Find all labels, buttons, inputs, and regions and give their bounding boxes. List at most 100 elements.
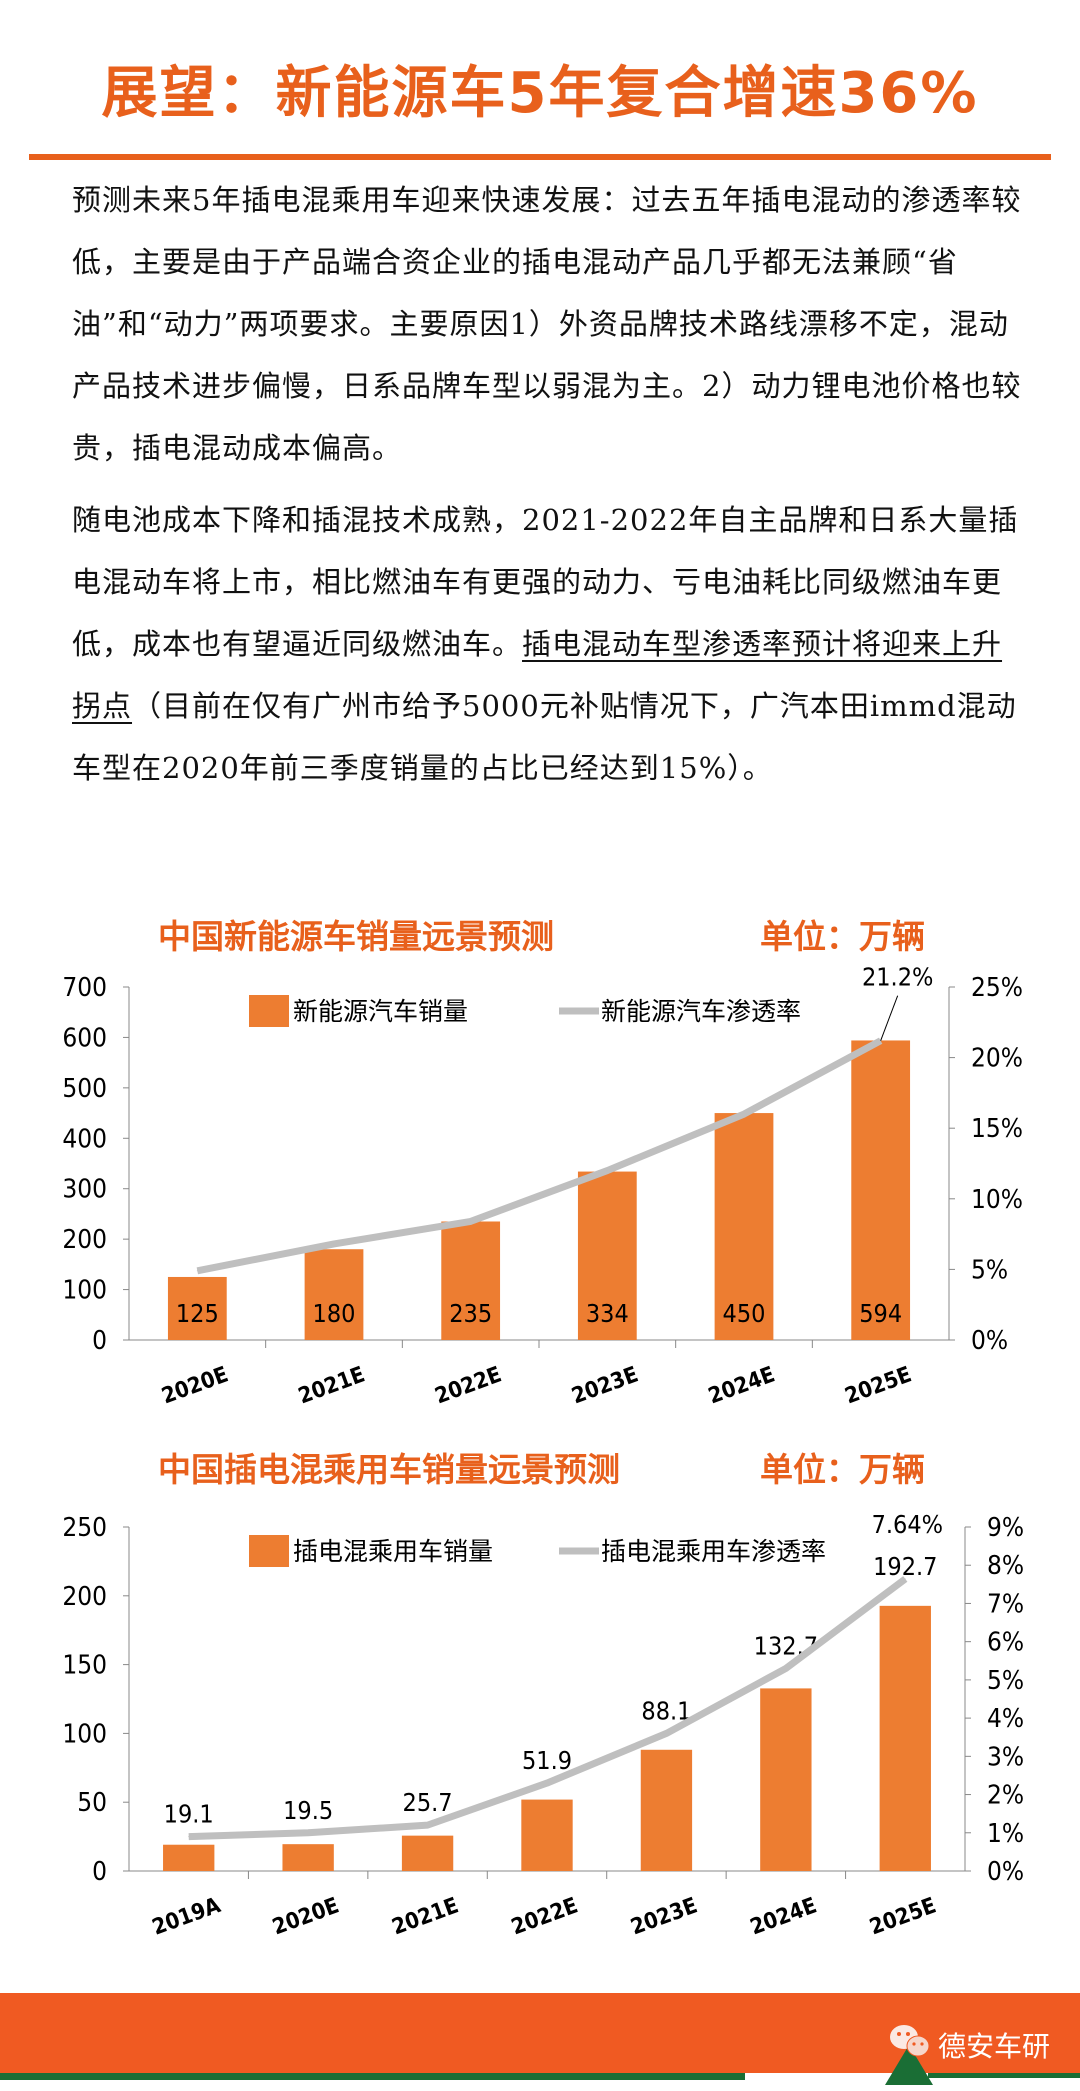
footer-stripe-right: [928, 2073, 1080, 2078]
y2-tick-label: 25%: [971, 973, 1023, 1003]
bar-value-label: 192.7: [873, 1552, 937, 1581]
y-tick-label: 600: [62, 1023, 107, 1053]
paragraph-2-text-b: （目前在仅有广州市给予5000元补贴情况下，广汽本田immd混动车型在2020年…: [72, 689, 1017, 785]
paragraph-2: 随电池成本下降和插混技术成熟，2021-2022年自主品牌和日系大量插电混动车将…: [72, 489, 1022, 799]
legend-line-label: 新能源汽车渗透率: [601, 997, 801, 1026]
penetration-line: [196, 1037, 883, 1275]
y2-tick-label: 15%: [971, 1114, 1023, 1144]
paragraph-1: 预测未来5年插电混乘用车迎来快速发展：过去五年插电混动的渗透率较低，主要是由于产…: [72, 183, 1022, 465]
bar: [441, 1221, 501, 1340]
bar-value-label: 180: [313, 1299, 356, 1328]
y-tick-label: 100: [62, 1276, 107, 1306]
line-point: [785, 1667, 787, 1669]
page-title: 展望：新能源车5年复合增速36%: [101, 61, 979, 126]
y-tick-label: 200: [62, 1225, 107, 1255]
bar: [879, 1605, 931, 1871]
y2-tick-label: 7%: [987, 1589, 1024, 1619]
y2-tick-label: 0%: [987, 1857, 1024, 1887]
phev-sales-chart: 0 50 100 150 200 250 0% 1% 2% 3% 4% 5% 6% 7% 8% 9% 2019A…: [62, 1510, 1024, 1941]
bar: [282, 1844, 334, 1871]
x-tick-label: 2023E: [628, 1893, 701, 1940]
ev-sales-chart: 0 100 200 300 400 500 600 700 0% 5% 10% 15% 20% 25% 20…: [62, 963, 1023, 1410]
bar-value-label: 19.5: [283, 1796, 333, 1825]
bar-value-label: 19.1: [164, 1800, 214, 1829]
y-tick-label: 300: [62, 1175, 107, 1205]
bar-value-label: 235: [449, 1299, 492, 1328]
y2-tick-label: 20%: [971, 1044, 1023, 1074]
y2-tick-label: 0%: [971, 1326, 1008, 1356]
line-point: [665, 1732, 667, 1734]
bar-value-label: 132.7: [754, 1631, 818, 1660]
y-tick-label: 700: [62, 973, 107, 1003]
x-tick-label: 2025E: [867, 1893, 940, 1940]
x-tick-label: 2022E: [508, 1893, 581, 1940]
line-point: [546, 1782, 548, 1784]
bar-value-label: 450: [723, 1299, 766, 1328]
bar-value-label: 594: [859, 1299, 902, 1328]
x-tick-label: 2021E: [295, 1362, 368, 1409]
y-tick-label: 100: [62, 1719, 107, 1749]
y-tick-label: 250: [62, 1513, 107, 1543]
bar: [167, 1276, 227, 1340]
x-tick-label: 2023E: [569, 1362, 642, 1409]
legend-bar-label: 新能源汽车销量: [293, 997, 468, 1026]
bar-value-label: 334: [586, 1299, 629, 1328]
line-point: [904, 1578, 906, 1580]
legend-bar-swatch: [249, 995, 289, 1027]
x-tick-label: 2019A: [149, 1893, 224, 1941]
y2-tick-label: 3%: [987, 1742, 1024, 1772]
line-point: [333, 1243, 335, 1245]
bar: [640, 1749, 693, 1871]
bar: [163, 1844, 215, 1871]
y-tick-label: 500: [62, 1074, 107, 1104]
bar: [760, 1688, 812, 1871]
line-point: [427, 1824, 429, 1826]
paragraph-2-underlined: 插电混动车型渗透率预计将迎来上升拐点: [72, 627, 1003, 723]
bar: [714, 1113, 774, 1340]
line-point: [196, 1270, 198, 1272]
y2-tick-label: 8%: [987, 1551, 1024, 1581]
x-tick-label: 2022E: [432, 1362, 505, 1409]
line-point: [470, 1220, 472, 1222]
bar-value-label: 25.7: [403, 1788, 453, 1817]
x-tick-label: 2024E: [705, 1362, 778, 1409]
x-tick-label: 2024E: [747, 1893, 820, 1940]
callout-line: [880, 995, 899, 1041]
chart2-title: 中国插电混乘用车销量远景预测: [158, 1450, 620, 1489]
y2-tick-label: 6%: [987, 1628, 1024, 1658]
bar: [851, 1040, 911, 1340]
y-tick-label: 0: [92, 1326, 107, 1356]
bar-value-label: 125: [176, 1299, 219, 1328]
x-tick-label: 2020E: [159, 1362, 232, 1409]
y2-tick-label: 2%: [987, 1781, 1024, 1811]
wechat-icon: [890, 2025, 930, 2057]
y-tick-label: 150: [62, 1651, 107, 1681]
y2-tick-label: 5%: [971, 1255, 1008, 1285]
bar: [521, 1799, 573, 1871]
x-tick-label: 2020E: [269, 1893, 342, 1940]
chart1-unit: 单位：万辆: [760, 917, 925, 956]
y-tick-label: 50: [77, 1788, 107, 1818]
line-point: [606, 1170, 608, 1172]
line-value-label: 7.64%: [872, 1510, 943, 1539]
legend-bar-label: 插电混乘用车销量: [293, 1537, 493, 1566]
bar: [304, 1249, 364, 1340]
legend-bar-swatch: [249, 1535, 289, 1567]
y2-tick-label: 9%: [987, 1513, 1024, 1543]
y2-tick-label: 5%: [987, 1666, 1024, 1696]
chart2-unit: 单位：万辆: [760, 1450, 925, 1489]
paragraph-2-text-a: 随电池成本下降和插混技术成熟，2021-2022年自主品牌和日系大量插电混动车将…: [72, 503, 1019, 661]
brand-name: 德安车研: [938, 2030, 1051, 2063]
y-tick-label: 200: [62, 1582, 107, 1612]
y2-tick-label: 10%: [971, 1185, 1023, 1215]
x-tick-label: 2025E: [842, 1362, 915, 1409]
bar: [577, 1171, 637, 1340]
line-point: [188, 1836, 190, 1838]
line-point: [307, 1832, 309, 1834]
chart1-title: 中国新能源车销量远景预测: [158, 917, 554, 956]
y2-tick-label: 4%: [987, 1704, 1024, 1734]
line-value-label: 21.2%: [862, 963, 933, 992]
title-divider: [29, 154, 1051, 160]
y-tick-label: 0: [92, 1857, 107, 1887]
bar: [401, 1835, 454, 1871]
